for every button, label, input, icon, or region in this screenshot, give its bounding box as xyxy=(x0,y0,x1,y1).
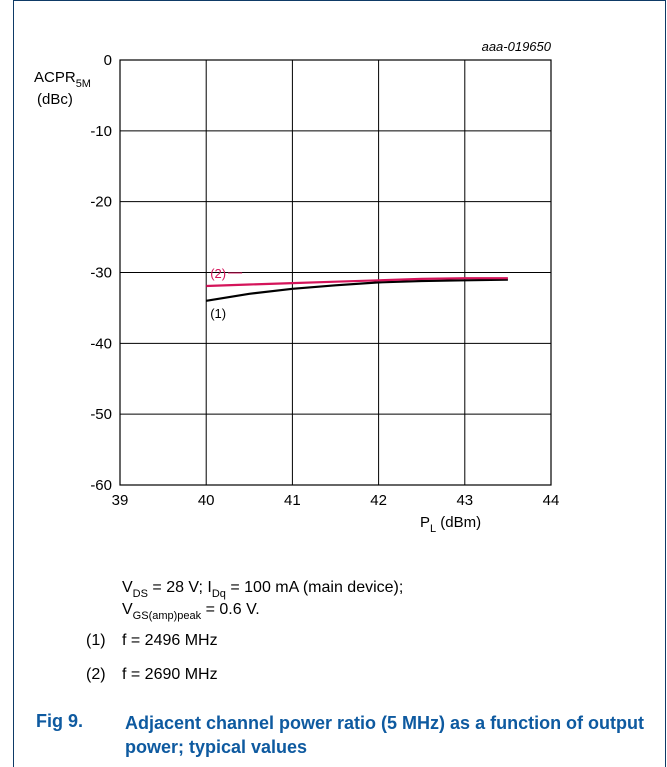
legend-item-2: (2) f = 2690 MHz xyxy=(86,665,218,685)
legend-item-1-text: f = 2496 MHz xyxy=(122,632,218,649)
y-axis-unit: (dBc) xyxy=(37,91,73,108)
legend-item-1-number: (1) xyxy=(86,632,106,649)
y-tick-label: -40 xyxy=(90,335,112,352)
legend-item-2-text: f = 2690 MHz xyxy=(122,666,218,683)
x-tick-label: 39 xyxy=(112,492,129,509)
y-tick-label: -20 xyxy=(90,194,112,211)
x-axis-label: PL (dBm) xyxy=(420,514,481,535)
grid xyxy=(119,59,552,486)
legend-item-1: (1) f = 2496 MHz xyxy=(86,631,218,651)
y-tick-label: -30 xyxy=(90,265,112,282)
series: (1) (2) xyxy=(206,266,508,321)
y-tick-label: -60 xyxy=(90,477,112,494)
x-tick-label: 41 xyxy=(284,492,301,509)
y-axis-label-main: ACPR xyxy=(34,69,76,86)
chart-code: aaa-019650 xyxy=(482,39,552,54)
page-frame xyxy=(13,0,666,767)
x-tick-label: 44 xyxy=(543,492,560,509)
x-axis-label-main: P xyxy=(420,514,430,531)
x-axis-label-sub: L xyxy=(430,523,436,535)
figure-caption: Adjacent channel power ratio (5 MHz) as … xyxy=(125,713,645,757)
y-tick-label: -50 xyxy=(90,406,112,423)
chart: 39 40 41 42 43 44 0 -10 -20 -30 -40 -50 -60 (1) (2) a… xyxy=(34,39,559,535)
tick-labels: 39 40 41 42 43 44 0 -10 -20 -30 -40 -50 -60 xyxy=(90,52,559,509)
plot-area xyxy=(119,59,552,486)
condition-line-2: VGS(amp)peak = 0.6 V. xyxy=(122,601,260,622)
x-axis-label-unit: (dBm) xyxy=(436,514,481,531)
x-tick-label: 40 xyxy=(198,492,215,509)
figure-number: Fig 9. xyxy=(36,711,84,731)
series-line-1 xyxy=(206,278,508,302)
series-label-1: (1) xyxy=(210,306,226,321)
condition-line-1: VDS = 28 V; IDq = 100 mA (main device); xyxy=(122,579,404,600)
y-axis-label-sub: 5M xyxy=(76,78,91,90)
legend-item-2-number: (2) xyxy=(86,666,106,683)
x-tick-label: 42 xyxy=(370,492,387,509)
series-label-2: (2) xyxy=(210,266,226,281)
y-axis-label: ACPR5M xyxy=(34,69,91,90)
x-tick-label: 43 xyxy=(456,492,473,509)
series-line-2 xyxy=(206,277,508,288)
y-tick-label: 0 xyxy=(104,52,112,69)
y-tick-label: -10 xyxy=(90,123,112,140)
